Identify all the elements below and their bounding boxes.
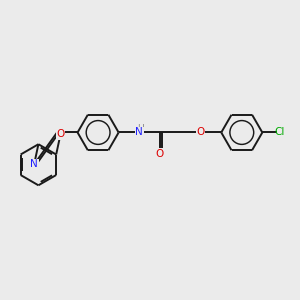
Text: O: O [156,149,164,159]
Text: N: N [30,159,38,169]
Text: H: H [137,124,143,133]
Text: Cl: Cl [274,128,285,137]
Text: N: N [135,128,143,137]
Text: O: O [56,129,64,140]
Text: O: O [196,128,205,137]
